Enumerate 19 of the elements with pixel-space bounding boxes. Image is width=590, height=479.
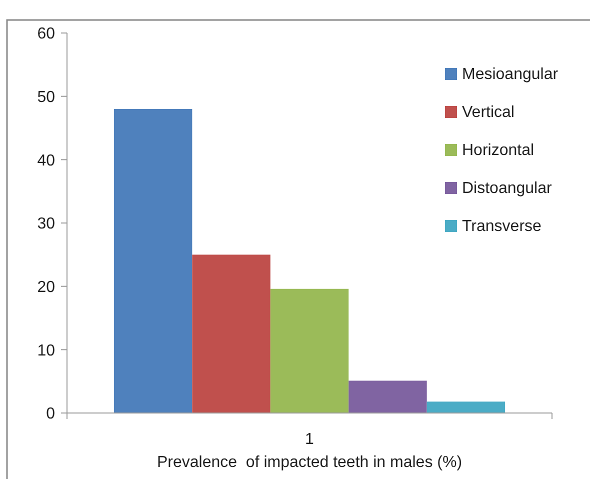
bar [270, 288, 349, 413]
bar [192, 254, 270, 413]
bar [348, 380, 427, 413]
y-tick-label: 30 [37, 216, 56, 233]
legend-label: Vertical [462, 104, 514, 121]
y-tick-label: 0 [46, 406, 56, 423]
y-tick-label: 10 [37, 342, 56, 360]
y-tick-label: 20 [37, 278, 56, 296]
legend-label: Mesioangular [462, 66, 559, 83]
bar [114, 109, 192, 413]
y-tick-label: 40 [37, 152, 56, 170]
x-tick-label: 1 [305, 431, 314, 448]
legend-label: Horizontal [462, 142, 534, 159]
y-tick-label: 50 [37, 88, 56, 106]
y-tick-label: 60 [37, 26, 56, 43]
legend-label: Transverse [462, 218, 542, 235]
x-axis-title: Prevalence of impacted teeth in males (%) [156, 454, 462, 471]
legend-label: Distoangular [462, 180, 552, 197]
bar [426, 402, 506, 413]
